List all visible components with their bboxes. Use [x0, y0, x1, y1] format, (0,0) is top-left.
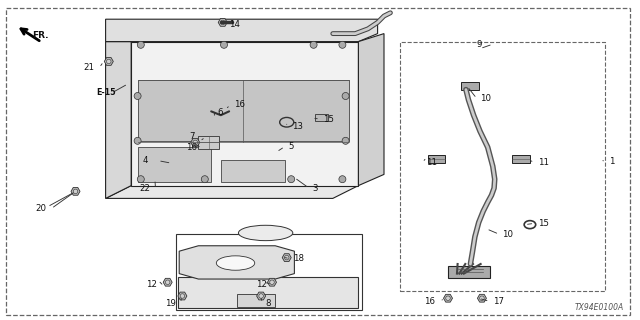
Bar [400, 42, 605, 291]
Polygon shape [282, 254, 291, 261]
Circle shape [259, 294, 264, 298]
Polygon shape [178, 292, 187, 300]
Text: 10: 10 [480, 94, 491, 103]
Bar [176, 234, 362, 310]
Text: 14: 14 [229, 20, 240, 29]
Circle shape [269, 280, 275, 284]
Text: 6: 6 [218, 108, 223, 117]
Polygon shape [163, 278, 172, 286]
Circle shape [220, 20, 225, 25]
Ellipse shape [238, 225, 292, 241]
Polygon shape [218, 19, 227, 26]
Text: 16: 16 [424, 297, 435, 306]
Circle shape [339, 41, 346, 48]
Circle shape [342, 137, 349, 144]
Bar [461, 82, 479, 90]
Ellipse shape [216, 256, 255, 270]
Polygon shape [131, 42, 358, 186]
Text: 19: 19 [165, 299, 176, 308]
Bar [448, 266, 490, 278]
Bar [237, 294, 275, 307]
Text: 12: 12 [256, 280, 267, 289]
Circle shape [73, 189, 78, 194]
Text: TX94E0100A: TX94E0100A [575, 303, 624, 312]
Circle shape [138, 176, 144, 183]
Polygon shape [257, 292, 266, 300]
Circle shape [134, 92, 141, 100]
Polygon shape [71, 188, 80, 195]
Circle shape [479, 296, 484, 300]
Circle shape [339, 176, 346, 183]
Circle shape [138, 41, 144, 48]
Bar [512, 155, 530, 163]
Circle shape [310, 41, 317, 48]
Text: 4: 4 [142, 156, 148, 165]
Bar [138, 80, 349, 141]
Text: 11: 11 [538, 158, 548, 167]
Text: 21: 21 [83, 63, 94, 72]
Bar [315, 114, 328, 121]
Text: 10: 10 [502, 230, 513, 239]
Circle shape [134, 137, 141, 144]
Text: 8: 8 [266, 299, 271, 308]
Text: 18: 18 [293, 254, 304, 263]
Circle shape [180, 294, 185, 298]
Polygon shape [477, 294, 486, 302]
Circle shape [445, 296, 451, 300]
Text: 16: 16 [234, 100, 244, 109]
Polygon shape [191, 139, 200, 146]
Bar [198, 136, 219, 149]
Text: 15: 15 [538, 219, 548, 228]
Circle shape [342, 92, 349, 100]
Text: 11: 11 [426, 158, 436, 167]
Text: 17: 17 [493, 297, 504, 306]
Polygon shape [106, 19, 378, 42]
Text: 9: 9 [477, 40, 482, 49]
Circle shape [106, 59, 111, 64]
Bar [221, 160, 285, 182]
Text: 7: 7 [189, 132, 195, 141]
Bar [428, 155, 445, 163]
Circle shape [221, 41, 227, 48]
Text: 20: 20 [35, 204, 46, 213]
Circle shape [165, 280, 170, 284]
Bar [138, 147, 211, 182]
Text: 1: 1 [609, 157, 615, 166]
Text: 12: 12 [146, 280, 157, 289]
Text: E-15: E-15 [96, 88, 116, 97]
Polygon shape [268, 278, 276, 286]
Text: 15: 15 [323, 115, 334, 124]
Text: 16: 16 [186, 143, 196, 152]
Circle shape [284, 255, 289, 260]
Text: 13: 13 [292, 122, 303, 131]
Text: 22: 22 [140, 184, 150, 193]
Polygon shape [106, 186, 358, 198]
Bar [178, 277, 358, 308]
Polygon shape [106, 42, 131, 198]
Polygon shape [358, 34, 384, 186]
Text: 5: 5 [288, 142, 294, 151]
Polygon shape [104, 58, 113, 65]
Circle shape [288, 176, 294, 183]
Circle shape [202, 176, 208, 183]
Text: FR.: FR. [32, 31, 49, 40]
Polygon shape [179, 246, 294, 279]
Polygon shape [444, 294, 452, 302]
Text: 3: 3 [312, 184, 318, 193]
Circle shape [193, 140, 198, 145]
